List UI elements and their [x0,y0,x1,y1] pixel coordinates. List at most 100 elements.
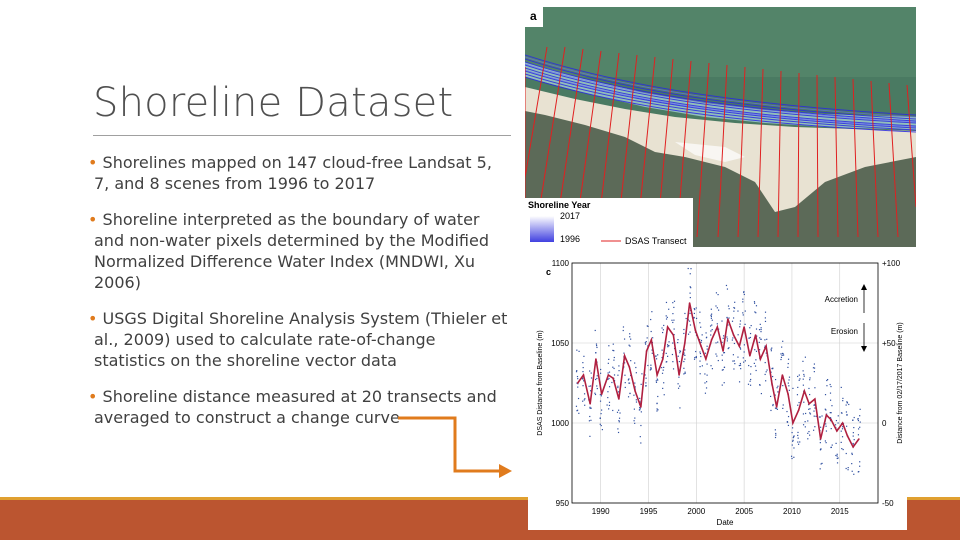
scatter-point [673,319,675,321]
scatter-point [634,382,636,384]
bullet-text: USGS Digital Shoreline Analysis System (… [94,309,508,370]
scatter-point [739,364,742,366]
scatter-point [701,365,703,367]
connector-arrow-icon [398,416,512,478]
footer-bar-accent [0,497,960,500]
scatter-point [616,411,619,413]
scatter-point [859,408,861,410]
scatter-point [583,380,585,382]
scatter-point [723,382,725,384]
scatter-point [813,410,815,412]
scatter-point [758,329,761,331]
scatter-point [600,395,602,397]
series-point [589,403,591,405]
scatter-point [695,350,697,353]
scatter-point [756,335,758,337]
scatter-point [781,354,783,357]
series-point [765,345,767,347]
scatter-point [666,316,668,318]
series-point [727,318,729,320]
scatter-point [774,394,776,396]
scatter-point [656,402,658,405]
scatter-point [576,375,579,378]
series-point [722,350,724,352]
scatter-point [755,312,757,314]
scatter-point [859,465,861,467]
scatter-point [793,456,795,458]
scatter-point [629,392,631,395]
series-point [628,366,631,368]
scatter-point [760,327,762,329]
scatter-point [845,452,847,455]
scatter-point [852,432,854,434]
scatter-point [754,311,756,313]
scatter-point [678,360,680,363]
scatter-point [842,400,844,402]
chart-panel-label: c [546,267,551,277]
scatter-point [689,331,691,333]
scatter-point [734,301,736,303]
scatter-point [706,348,708,350]
series-point [808,403,810,405]
scatter-point [840,441,842,443]
scatter-point [792,440,794,442]
scatter-point [583,399,585,401]
scatter-point [837,415,839,417]
scatter-point [588,385,590,387]
scatter-point [728,317,730,319]
series-point [781,374,784,376]
scatter-point [788,385,790,387]
scatter-point [705,337,708,339]
scatter-point [613,367,615,370]
scatter-point [737,310,739,312]
scatter-point [646,337,648,339]
scatter-point [857,471,859,473]
scatter-point [715,292,718,294]
scatter-point [830,446,832,448]
scatter-point [840,386,842,389]
scatter-point [750,365,752,368]
scatter-point [639,436,641,438]
scatter-point [791,431,793,434]
scatter-point [796,394,799,396]
scatter-point [821,415,823,417]
scatter-point [814,426,816,428]
series-point [666,326,669,328]
scatter-point [665,301,668,304]
series-point [754,334,757,336]
scatter-point [722,369,724,371]
scatter-point [683,328,685,331]
scatter-point [665,352,667,354]
bullet-item-2: • Shoreline interpreted as the boundary … [88,209,508,293]
scatter-point [846,413,848,416]
scatter-point [787,358,790,360]
scatter-point [618,417,621,419]
scatter-point [577,378,579,380]
scatter-point [584,398,586,400]
scatter-point [853,416,855,419]
scatter-point [755,305,758,307]
scatter-point [734,363,736,365]
scatter-point [772,404,774,407]
scatter-point [737,334,739,336]
scatter-point [651,311,653,313]
scatter-point [760,328,762,331]
scatter-point [782,384,784,387]
scatter-point [647,325,649,328]
scatter-point [727,305,730,307]
series-point [738,345,741,347]
scatter-point [769,395,772,398]
scatter-point [749,384,752,386]
scatter-point [601,409,603,411]
scatter-point [617,374,619,376]
scatter-point [617,431,620,434]
scatter-point [710,365,712,367]
series-point [759,358,762,360]
scatter-point [600,368,602,371]
scatter-point [613,374,616,376]
scatter-point [723,351,726,354]
scatter-point [787,415,790,418]
scatter-point [742,298,744,300]
scatter-point [687,267,689,270]
scatter-point [618,370,620,372]
